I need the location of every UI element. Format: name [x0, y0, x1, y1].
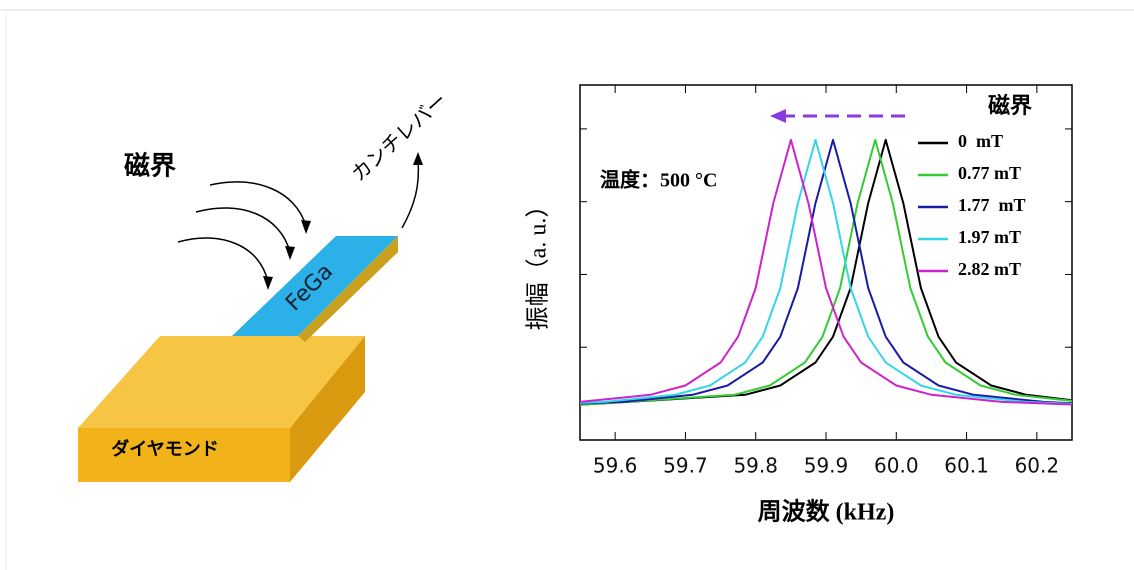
x-tick-label: 60.0 [874, 454, 919, 478]
x-tick-label: 59.8 [733, 454, 778, 478]
cantilever-label: カンチレバー [346, 88, 451, 186]
field-label: 磁界 [124, 151, 176, 182]
x-axis-label: 周波数 (kHz) [758, 499, 895, 526]
legend-title: 磁界 [988, 93, 1032, 118]
legend-label: 0.77 mT [958, 163, 1021, 183]
x-tick-label: 60.1 [944, 454, 989, 478]
x-tick-label: 59.7 [663, 454, 708, 478]
x-tick-label: 59.6 [593, 454, 638, 478]
x-tick-label: 59.9 [804, 454, 849, 478]
legend-label: 1.97 mT [958, 227, 1021, 247]
figure: FeGa ダイヤモンド 磁界 カンチレバー 59.6 59.7 59.8 59.9 60… [0, 0, 1134, 570]
legend-label: 0 mT [958, 131, 1003, 151]
legend-label: 1.77 mT [958, 195, 1026, 215]
legend-label: 2.82 mT [958, 259, 1021, 279]
annotation: 温度：500 °C [600, 168, 717, 192]
diagram: FeGa ダイヤモンド 磁界 カンチレバー [78, 88, 452, 482]
x-tick-label: 60.2 [1015, 454, 1060, 478]
base-label: ダイヤモンド [111, 438, 218, 460]
y-axis-label: 振幅（a. u.） [525, 194, 552, 331]
shift-arrowhead [770, 109, 786, 123]
